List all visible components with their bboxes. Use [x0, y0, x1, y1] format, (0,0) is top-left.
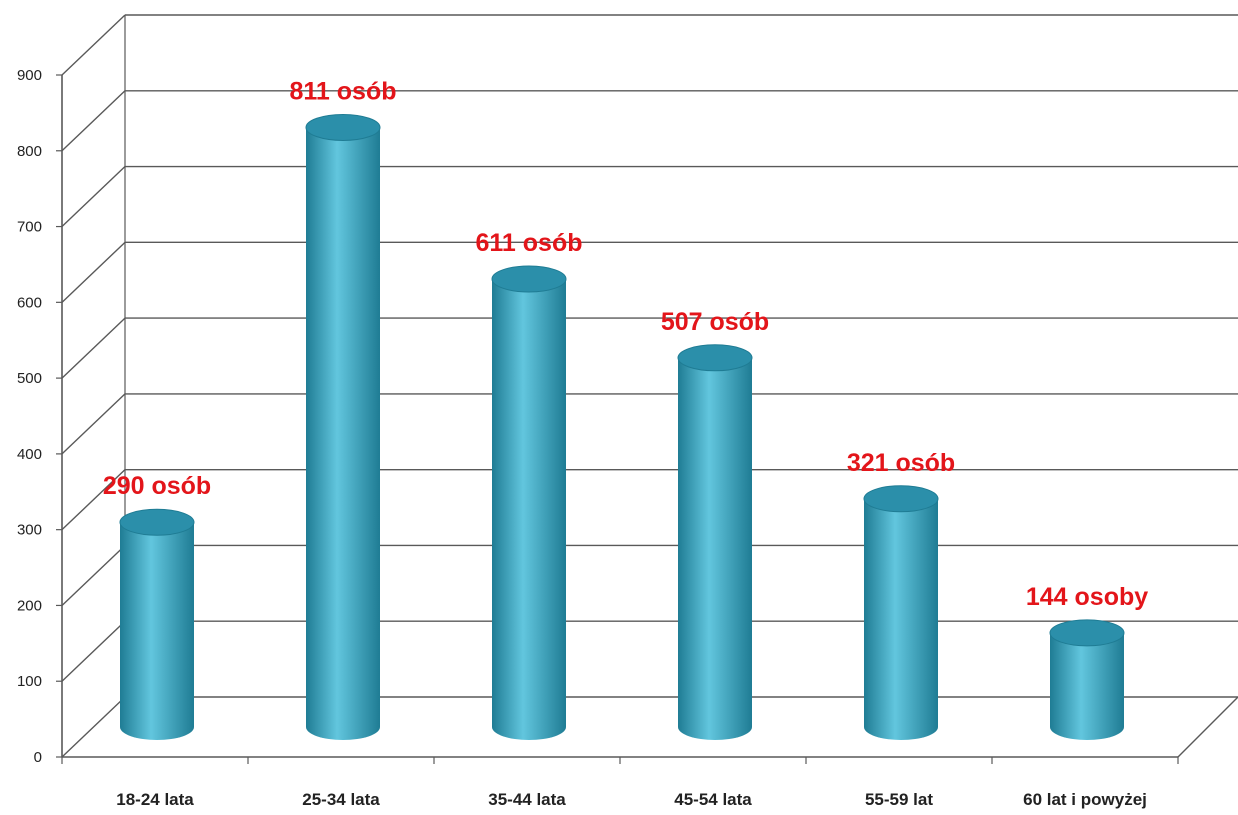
bar-top [1049, 619, 1125, 647]
floor-left-edge [61, 696, 126, 758]
bar-body [120, 522, 194, 740]
bar [119, 508, 195, 740]
category-label: 35-44 lata [488, 790, 566, 809]
gridline-diagonal [61, 544, 126, 606]
data-label: 290 osób [103, 472, 211, 500]
gridline-diagonal [61, 241, 126, 303]
y-tick-label: 600 [17, 294, 42, 311]
y-tick-label: 700 [17, 219, 42, 236]
y-tick-label: 200 [17, 597, 42, 614]
data-label: 611 osób [476, 229, 583, 257]
data-label: 321 osób [847, 449, 955, 477]
x-axis-categories: 18-24 lata 25-34 lata 35-44 lata 45-54 lata… [116, 790, 1147, 809]
y-axis-ticks: 0 100 200 300 400 500 600 700 800 900 [17, 67, 62, 766]
bars [119, 113, 1125, 741]
gridline-diagonal [61, 620, 126, 682]
category-label: 55-59 lat [865, 790, 933, 809]
bar-top [863, 485, 939, 513]
y-tick-label: 500 [17, 370, 42, 387]
bar-body [864, 498, 938, 740]
y-tick-label: 300 [17, 522, 42, 539]
gridline-diagonal [61, 90, 126, 152]
gridline-diagonal [61, 469, 126, 531]
bar [677, 344, 753, 740]
bar-body [678, 357, 752, 740]
bar-top [677, 344, 753, 372]
data-label: 507 osób [661, 308, 769, 336]
bar-body [1050, 632, 1124, 740]
category-label: 60 lat i powyżej [1023, 790, 1147, 809]
bar [491, 265, 567, 740]
gridline-diagonal [61, 393, 126, 455]
y-tick-label: 100 [17, 673, 42, 690]
gridlines [61, 14, 1238, 682]
y-tick-label: 900 [17, 67, 42, 84]
floor-right-edge [1177, 696, 1238, 758]
bar-top [491, 265, 567, 293]
data-label: 811 osób [290, 77, 397, 105]
data-labels: 290 osób 811 osób 611 osób 507 osób 321 osób… [103, 77, 1148, 610]
y-tick-label: 400 [17, 446, 42, 463]
y-tick-label: 800 [17, 143, 42, 160]
category-label: 18-24 lata [116, 790, 194, 809]
bar-body [306, 127, 380, 741]
bar [863, 485, 939, 740]
bar-top [119, 508, 195, 536]
gridline-diagonal [61, 317, 126, 379]
y-tick-label: 0 [34, 749, 42, 766]
data-label: 144 osoby [1026, 583, 1148, 611]
gridline-diagonal [61, 14, 126, 76]
bar-top [305, 113, 381, 141]
bar-body [492, 278, 566, 740]
bar [1049, 619, 1125, 740]
gridline-diagonal [61, 166, 126, 228]
category-label: 45-54 lata [674, 790, 752, 809]
bar [305, 113, 381, 741]
category-label: 25-34 lata [302, 790, 380, 809]
